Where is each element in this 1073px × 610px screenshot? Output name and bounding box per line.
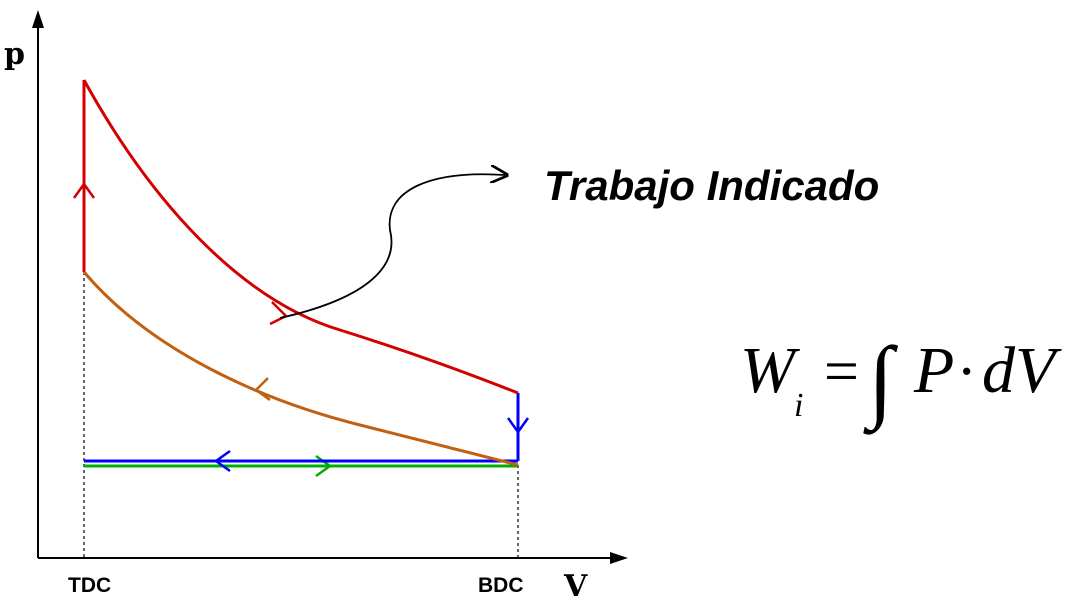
formula-w: W [740, 334, 800, 407]
formula-dot: · [958, 338, 974, 406]
x-axis-arrow-icon [610, 552, 628, 564]
combustion-arrow-icon [72, 181, 96, 199]
exhaust-arrow-icon [213, 449, 231, 473]
x-axis-label: V [563, 569, 588, 604]
callout-arrow [279, 174, 505, 319]
formula-p: P [913, 334, 954, 407]
intake-arrow-icon [315, 454, 333, 478]
compression-arrow-icon [254, 377, 271, 402]
formula-subscript: i [794, 387, 803, 424]
y-axis-label: p [4, 37, 25, 72]
formula-integral: ∫ [863, 328, 898, 435]
formula-equals: = [820, 338, 862, 406]
expansion-curve [82, 79, 519, 395]
formula-dv: dV [982, 334, 1062, 407]
tdc-label: TDC [68, 574, 111, 597]
y-axis-arrow-icon [32, 10, 44, 28]
bdc-label: BDC [478, 574, 524, 597]
blowdown-arrow-icon [506, 417, 530, 435]
compression-curve [82, 271, 519, 467]
indicated-work-label: Trabajo Indicado [544, 162, 879, 209]
work-formula: W i = ∫ P · dV [740, 328, 1062, 435]
